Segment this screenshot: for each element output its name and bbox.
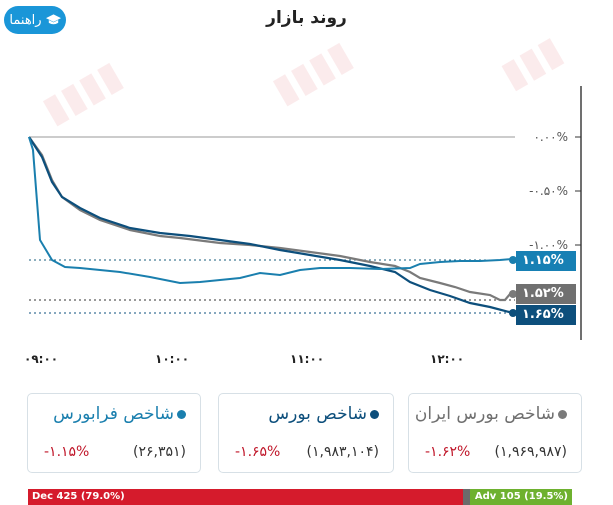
end-badge-tepix-iran: ۱.۵۲% [516,284,576,304]
card-title: شاخص فرابورس [53,404,186,424]
x-tick-label: ۱۰:۰۰ [155,352,190,366]
card-title: شاخص بورس ایران [415,404,567,424]
market-breadth-bar: Dec 425 (79.0%) Adv 105 (19.5%) [28,489,572,505]
index-card-tepix-iran[interactable]: شاخص بورس ایران (۱,۹۶۹,۹۸۷) -۱.۶۲% [408,393,582,473]
card-index-value: (۲۶,۳۵۱) [133,444,186,460]
series-bourse [28,136,514,315]
card-title-text: شاخص فرابورس [53,404,174,424]
y-tick-label: -۰.۵۰% [529,184,568,198]
help-button[interactable]: راهنما [4,6,66,34]
x-tick-label: ۱۱:۰۰ [290,352,325,366]
page-title: روند بازار [266,8,347,28]
index-card-bourse[interactable]: شاخص بورس (۱,۹۸۳,۱۰۴) -۱.۶۵% [218,393,394,473]
help-label: راهنما [9,12,42,28]
end-badge-farabourse: ۱.۱۵% [516,251,576,271]
market-trend-chart [28,86,582,340]
legend-dot-icon [177,409,186,419]
legend-dot-icon [558,409,567,419]
legend-dot-icon [370,409,379,419]
advancers-segment: Adv 105 (19.5%) [470,489,572,505]
card-change-percent: -۱.۶۲% [425,444,471,460]
x-tick-label: ۱۲:۰۰ [430,352,465,366]
end-badge-bourse: ۱.۶۵% [516,305,576,325]
card-index-value: (۱,۹۶۹,۹۸۷) [494,444,567,460]
unchanged-segment [463,489,470,505]
y-tick-label: ۰.۰۰% [533,130,568,144]
graduation-cap-icon [45,14,61,25]
series-farabourse [28,136,514,285]
x-tick-label: ۰۹:۰۰ [24,352,59,366]
series-tepix-iran [28,136,513,302]
card-change-percent: -۱.۶۵% [235,444,281,460]
card-change-percent: -۱.۱۵% [44,444,90,460]
card-title-text: شاخص بورس [268,404,367,424]
index-card-farabourse[interactable]: شاخص فرابورس (۲۶,۳۵۱) -۱.۱۵% [27,393,201,473]
decliners-segment: Dec 425 (79.0%) [28,489,463,505]
card-index-value: (۱,۹۸۳,۱۰۴) [306,444,379,460]
y-tick-label: -۱.۰۰% [529,238,568,252]
card-title: شاخص بورس [268,404,379,424]
card-title-text: شاخص بورس ایران [414,404,555,424]
